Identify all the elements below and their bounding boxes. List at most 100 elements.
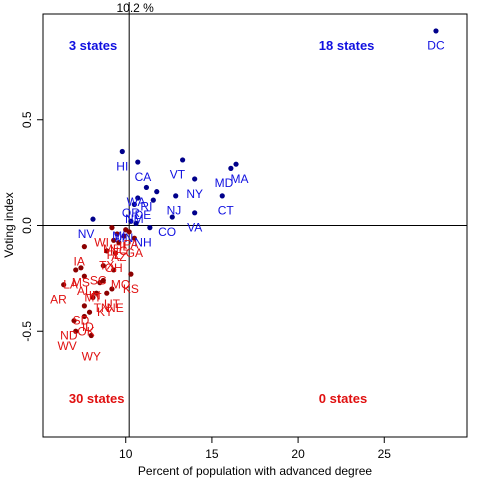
quadrant-label-4: 0 states bbox=[319, 391, 367, 406]
label-la: LA bbox=[63, 278, 78, 292]
label-ga: GA bbox=[126, 246, 143, 260]
label-sd: SD bbox=[73, 314, 90, 328]
x-axis: 10 15 20 25 bbox=[119, 436, 392, 461]
label-nv: NV bbox=[78, 227, 95, 241]
point-nj bbox=[173, 193, 179, 199]
y-tick-label: -0.5 bbox=[20, 321, 34, 342]
x-tick-label: 25 bbox=[378, 447, 392, 461]
point-ma bbox=[233, 161, 239, 167]
point-ia bbox=[81, 244, 87, 250]
label-ri: RI bbox=[140, 199, 152, 213]
point-mo bbox=[111, 267, 117, 273]
point-fl bbox=[111, 237, 117, 243]
x-tick-label: 15 bbox=[205, 447, 219, 461]
point-nm bbox=[131, 201, 137, 207]
point-co bbox=[169, 214, 175, 220]
point-wy bbox=[88, 332, 94, 339]
reference-lines bbox=[43, 2, 467, 437]
label-ia: IA bbox=[74, 254, 85, 268]
point-nh bbox=[147, 225, 153, 231]
label-ut: UT bbox=[104, 297, 121, 311]
label-ky: KY bbox=[97, 305, 113, 319]
label-fl: FL bbox=[107, 248, 121, 262]
label-pa: PA bbox=[123, 238, 138, 252]
label-ks: KS bbox=[123, 282, 139, 296]
label-ca: CA bbox=[135, 170, 152, 184]
label-nd: ND bbox=[60, 328, 78, 342]
label-nh: NH bbox=[134, 235, 151, 249]
threshold-label: 10.2 % bbox=[116, 1, 154, 15]
point-va bbox=[192, 210, 198, 216]
point-ar bbox=[61, 282, 67, 288]
point-wi bbox=[109, 225, 115, 231]
data-points bbox=[61, 28, 439, 339]
point-mt bbox=[97, 280, 103, 286]
label-ar: AR bbox=[50, 293, 67, 307]
label-il: IL bbox=[119, 240, 129, 254]
y-tick-label: 0.0 bbox=[20, 217, 34, 234]
y-axis: -0.5 0.0 0.5 bbox=[20, 111, 44, 342]
label-mt: MT bbox=[84, 290, 102, 304]
label-ne: NE bbox=[107, 301, 124, 315]
point-nv bbox=[90, 216, 96, 222]
point-mi bbox=[128, 218, 134, 224]
point-ks bbox=[128, 271, 134, 277]
point-ms bbox=[78, 265, 84, 271]
x-tick-label: 20 bbox=[291, 447, 305, 461]
label-ok: OK bbox=[77, 324, 94, 338]
label-ma: MA bbox=[230, 172, 248, 186]
quadrant-label-2: 18 states bbox=[319, 38, 375, 53]
point-al bbox=[81, 273, 87, 279]
label-wa: WA bbox=[127, 195, 146, 209]
label-va: VA bbox=[187, 221, 202, 235]
label-sc: SC bbox=[90, 273, 107, 287]
label-mn: MN bbox=[115, 231, 134, 245]
point-ny bbox=[192, 176, 198, 182]
label-in: IN bbox=[89, 288, 101, 302]
quadrant-label-1: 3 states bbox=[69, 38, 117, 53]
label-mi: MI bbox=[112, 229, 125, 243]
point-ut bbox=[109, 286, 115, 292]
label-az: AZ bbox=[111, 250, 126, 264]
quadrant-label-3: 30 states bbox=[69, 391, 125, 406]
point-id bbox=[86, 309, 93, 315]
point-oh bbox=[112, 250, 118, 256]
label-wy: WY bbox=[82, 350, 101, 364]
label-de: DE bbox=[135, 208, 152, 222]
point-nc bbox=[121, 233, 127, 239]
label-tn: TN bbox=[94, 301, 110, 315]
quadrant-labels: 3 states 18 states 30 states 0 states bbox=[69, 38, 375, 406]
point-nd bbox=[71, 318, 77, 324]
label-nm: NM bbox=[125, 212, 144, 226]
label-hi: HI bbox=[116, 159, 128, 173]
point-me bbox=[114, 231, 120, 237]
label-or: OR bbox=[122, 206, 140, 220]
point-mn bbox=[133, 220, 139, 226]
label-ms: MS bbox=[72, 276, 90, 290]
label-co: CO bbox=[158, 225, 176, 239]
label-id: ID bbox=[82, 320, 94, 334]
point-la bbox=[73, 267, 79, 273]
y-axis-title: Voting index bbox=[2, 192, 16, 257]
point-ne bbox=[104, 290, 110, 296]
label-md: MD bbox=[215, 176, 234, 190]
label-wv: WV bbox=[57, 339, 76, 353]
label-oh: OH bbox=[105, 261, 123, 275]
point-ca bbox=[135, 159, 141, 165]
label-wi: WI bbox=[94, 235, 109, 249]
point-vt bbox=[180, 157, 186, 163]
label-al: AL bbox=[77, 284, 92, 298]
x-axis-title: Percent of population with advanced degr… bbox=[138, 464, 372, 478]
point-ok bbox=[81, 313, 87, 320]
point-tn bbox=[93, 290, 100, 296]
point-il bbox=[126, 229, 132, 235]
point-hi bbox=[119, 148, 125, 155]
y-tick-label: 0.5 bbox=[20, 111, 34, 128]
point-sd bbox=[81, 303, 87, 309]
point-ga bbox=[131, 235, 137, 241]
point-wa bbox=[143, 184, 150, 191]
label-vt: VT bbox=[170, 168, 186, 182]
x-tick-label: 10 bbox=[119, 447, 133, 461]
point-az bbox=[116, 239, 122, 246]
